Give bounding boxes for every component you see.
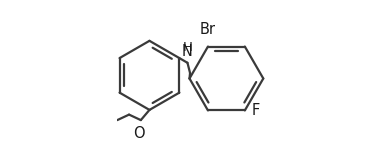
Text: N: N — [182, 44, 193, 59]
Text: O: O — [133, 126, 144, 141]
Text: F: F — [251, 103, 259, 118]
Text: Br: Br — [199, 22, 215, 37]
Text: H: H — [183, 41, 192, 54]
